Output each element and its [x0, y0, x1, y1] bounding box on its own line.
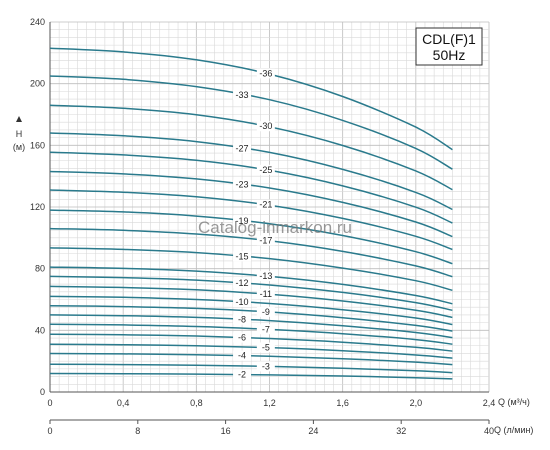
x-tick-label: 2,4 — [483, 398, 496, 408]
performance-curve — [49, 333, 453, 352]
curve-label-background — [233, 143, 252, 154]
curve-label: -3 — [262, 361, 270, 371]
curve-label-background — [256, 324, 275, 335]
performance-curve — [49, 295, 453, 326]
curve-label: -7 — [262, 324, 270, 334]
y-tick-label: 240 — [30, 17, 45, 27]
y-tick-label: 0 — [40, 387, 45, 397]
curve-label: -33 — [236, 90, 249, 100]
curve-label-background — [233, 179, 252, 190]
curve-label: -27 — [236, 143, 249, 153]
curve-label-background — [233, 297, 252, 308]
x2-tick-label: 0 — [47, 426, 52, 436]
y-axis-label-line2: (м) — [13, 142, 25, 152]
curve-label-background — [256, 342, 275, 353]
x2-tick-label: 32 — [396, 426, 406, 436]
curve-label: -23 — [236, 180, 249, 190]
curve-label-background — [233, 278, 252, 289]
curve-label: -15 — [236, 251, 249, 261]
performance-curve — [49, 209, 453, 265]
performance-curve — [49, 75, 453, 170]
curve-label-background — [233, 89, 252, 100]
y-tick-label: 200 — [30, 79, 45, 89]
chart-axes — [49, 22, 489, 421]
curve-label: -2 — [238, 370, 246, 380]
y-axis-arrow-icon — [16, 116, 22, 122]
curve-label-background — [233, 314, 252, 325]
curve-label: -36 — [259, 68, 272, 78]
x-tick-label: 0 — [47, 398, 52, 408]
curve-label: -6 — [238, 333, 246, 343]
x2-tick-label: 8 — [135, 426, 140, 436]
y-tick-label: 120 — [30, 202, 45, 212]
y-tick-label: 80 — [35, 264, 45, 274]
curve-label-background — [256, 121, 275, 132]
x-tick-label: 1,2 — [263, 398, 276, 408]
curve-label: -8 — [238, 314, 246, 324]
chart-title-line1: CDL(F)1 — [422, 31, 476, 47]
x-tick-label: 0,4 — [117, 398, 130, 408]
curve-label-background — [233, 369, 252, 380]
curve-label: -9 — [262, 307, 270, 317]
performance-curve — [49, 132, 453, 211]
curve-label: -19 — [236, 216, 249, 226]
performance-curve — [49, 247, 453, 292]
y-axis-label-line1: H — [16, 129, 23, 139]
x-tick-label: 1,6 — [336, 398, 349, 408]
curve-label-background — [256, 361, 275, 372]
curve-label-background — [256, 306, 275, 317]
y-tick-label: 40 — [35, 325, 45, 335]
curve-label-background — [256, 235, 275, 246]
curve-label: -13 — [259, 271, 272, 281]
y-axis-title: H (м) — [13, 116, 25, 152]
x-tick-label: 2,0 — [410, 398, 423, 408]
curve-label-background — [256, 164, 275, 175]
curve-label: -11 — [260, 289, 272, 299]
x2-tick-label: 16 — [221, 426, 231, 436]
curve-label-background — [233, 332, 252, 343]
performance-curve — [49, 275, 453, 312]
curve-label: -4 — [238, 351, 246, 361]
x2-tick-label: 24 — [308, 426, 318, 436]
title-box-frame — [415, 27, 483, 66]
curve-label: -10 — [236, 297, 249, 307]
tick-labels: 0 40 80 120 160 200 240 0 0,4 0,8 1,2 1,6 2,0 2,4 0 8 16… — [30, 17, 495, 436]
performance-curve — [49, 352, 453, 366]
curve-label-background — [233, 251, 252, 262]
curve-label-background — [256, 271, 275, 282]
curve-label: -5 — [262, 343, 270, 353]
curve-label: -21 — [259, 200, 272, 210]
curve-labels: -2 -3 -4 -5 -6 -7 -8 -9 -10 -11 -12 -13 -15 -17 -19 -21… — [233, 68, 275, 380]
curve-label-background — [256, 68, 275, 79]
curve-label-background — [256, 199, 275, 210]
curve-label: -25 — [259, 165, 272, 175]
performance-curve — [49, 170, 453, 238]
curve-label: -12 — [236, 278, 249, 288]
watermark-text: Catalog-inmarkon.ru — [198, 218, 352, 237]
y-tick-label: 160 — [30, 140, 45, 150]
x-axis-label: Q (м³/ч) — [498, 397, 530, 407]
performance-curve — [49, 314, 453, 339]
x2-tick-label: 40 — [484, 426, 494, 436]
curve-label-background — [233, 215, 252, 226]
curve-label-background — [233, 350, 252, 361]
chart-title-box: CDL(F)1 50Hz — [415, 27, 483, 66]
x-tick-label: 0,8 — [190, 398, 203, 408]
curve-label: -17 — [259, 235, 272, 245]
performance-curve — [49, 372, 453, 380]
x2-axis-label: Q (л/мин) — [494, 425, 533, 435]
curve-label: -30 — [259, 121, 272, 131]
chart-title-line2: 50Hz — [433, 47, 466, 63]
curve-label-background — [256, 289, 275, 300]
